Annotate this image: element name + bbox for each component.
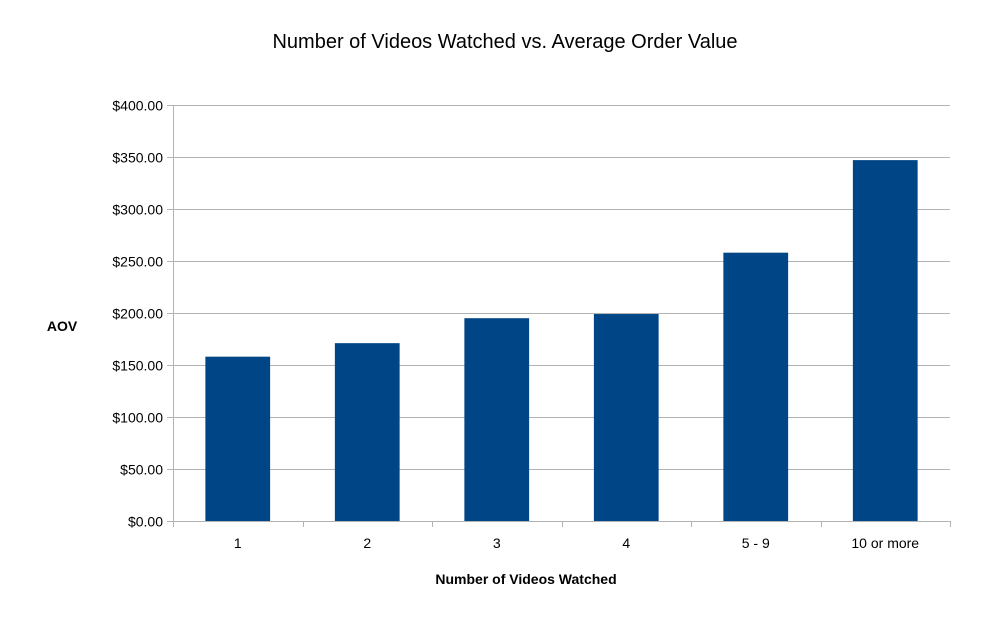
y-tick-label: $100.00 [112,410,163,426]
chart-title: Number of Videos Watched vs. Average Ord… [272,31,737,53]
y-tick-labels: $0.00 $50.00 $100.00 $150.00 $200.00 $250.00 $… [112,98,163,530]
x-tick-label: 5 - 9 [742,535,770,551]
x-tick-label: 3 [493,535,501,551]
y-tick-label: $200.00 [112,306,163,322]
x-tick-label: 1 [234,535,242,551]
bar [852,160,918,521]
x-tick-label: 4 [622,535,630,551]
x-tick-label: 2 [363,535,371,551]
gridlines [167,105,950,522]
bars [205,160,918,521]
y-tick-label: $0.00 [128,514,163,530]
y-tick-label: $50.00 [120,462,163,478]
bar [205,356,271,521]
y-tick-label: $350.00 [112,150,163,166]
y-tick-label: $400.00 [112,98,163,114]
x-axis-title: Number of Videos Watched [435,571,616,587]
bar [723,252,789,521]
bar [593,314,659,521]
x-tick-labels: 1 2 3 4 5 - 9 10 or more [234,535,919,551]
bar [464,318,530,521]
y-axis-title: AOV [47,318,78,334]
y-tick-label: $150.00 [112,358,163,374]
bar [334,343,400,521]
axes [173,105,951,527]
y-tick-label: $250.00 [112,254,163,270]
y-tick-label: $300.00 [112,202,163,218]
x-tick-label: 10 or more [851,535,919,551]
